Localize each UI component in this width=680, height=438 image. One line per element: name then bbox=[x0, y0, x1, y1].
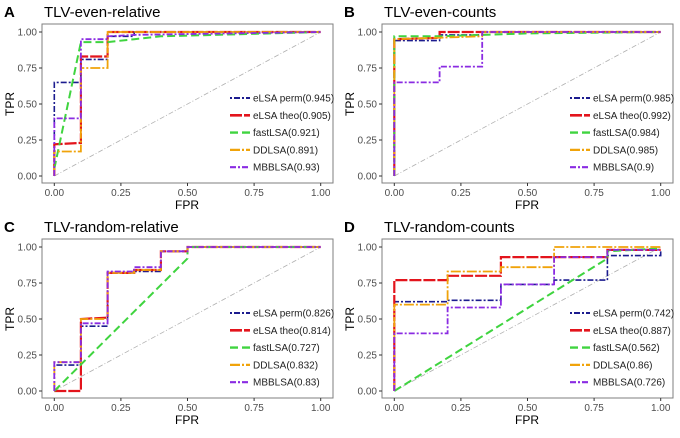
y-tick-label: 0.00 bbox=[18, 387, 38, 398]
legend-label: eLSA perm(0.945) bbox=[253, 94, 334, 105]
legend-label: eLSA theo(0.814) bbox=[253, 326, 331, 337]
x-tick-label: 0.25 bbox=[451, 403, 471, 414]
y-axis-title: TPR bbox=[3, 307, 17, 331]
panel-label: C bbox=[4, 219, 15, 236]
legend-label: DDLSA(0.832) bbox=[253, 360, 318, 371]
roc-curve-3 bbox=[393, 246, 661, 391]
x-axis-title: FPR bbox=[175, 413, 199, 427]
x-axis-title: FPR bbox=[175, 198, 199, 212]
legend-label: MBBLSA(0.83) bbox=[253, 378, 320, 389]
panel-title: TLV-random-relative bbox=[44, 219, 179, 236]
panel-title: TLV-even-counts bbox=[384, 4, 496, 21]
legend-label: DDLSA(0.985) bbox=[593, 145, 658, 156]
panel-title: TLV-even-relative bbox=[44, 4, 160, 21]
x-tick-label: 0.50 bbox=[518, 403, 538, 414]
roc-curve-2 bbox=[393, 31, 661, 176]
y-tick-label: 0.50 bbox=[358, 100, 378, 111]
panel-label: B bbox=[344, 4, 355, 21]
legend-label: fastLSA(0.562) bbox=[593, 343, 660, 354]
legend-label: MBBLSA(0.9) bbox=[593, 163, 654, 174]
x-tick-label: 1.00 bbox=[311, 403, 331, 414]
y-tick-label: 0.25 bbox=[358, 351, 378, 362]
legend-label: DDLSA(0.891) bbox=[253, 145, 318, 156]
x-tick-label: 0.50 bbox=[178, 188, 198, 199]
y-tick-label: 0.50 bbox=[358, 315, 378, 326]
legend-label: eLSA theo(0.887) bbox=[593, 326, 671, 337]
x-tick-label: 1.00 bbox=[311, 188, 331, 199]
legend-label: eLSA perm(0.985) bbox=[593, 94, 674, 105]
y-tick-label: 0.00 bbox=[358, 172, 378, 183]
panel-a: A TLV-even-relative 0.00 0.25 0.50 0.75 1.00 0.… bbox=[3, 4, 334, 212]
roc-curve-0 bbox=[393, 251, 662, 391]
x-axis-title: FPR bbox=[515, 198, 539, 212]
legend-label: DDLSA(0.86) bbox=[593, 360, 652, 371]
legend-label: eLSA theo(0.905) bbox=[253, 111, 331, 122]
y-tick-label: 0.75 bbox=[358, 279, 378, 290]
y-tick-label: 0.00 bbox=[18, 172, 38, 183]
panel-c: C TLV-random-relative 0.00 0.25 0.50 0.75 1.00… bbox=[3, 219, 334, 427]
roc-curve-4 bbox=[393, 31, 661, 176]
reference-diagonal bbox=[394, 246, 661, 392]
x-tick-label: 0.50 bbox=[178, 403, 198, 414]
roc-curve-4 bbox=[393, 249, 661, 391]
x-tick-label: 0.25 bbox=[451, 188, 471, 199]
roc-curve-4 bbox=[53, 31, 321, 176]
legend-label: eLSA theo(0.992) bbox=[593, 111, 671, 122]
reference-diagonal bbox=[54, 246, 321, 392]
reference-diagonal bbox=[54, 31, 321, 177]
legend-label: fastLSA(0.921) bbox=[253, 128, 320, 139]
y-tick-label: 0.75 bbox=[18, 64, 38, 75]
reference-diagonal bbox=[394, 31, 661, 177]
legend-label: eLSA perm(0.742) bbox=[593, 309, 674, 320]
y-axis-title: TPR bbox=[343, 307, 357, 331]
x-tick-label: 0.25 bbox=[111, 403, 131, 414]
x-tick-label: 0.00 bbox=[45, 403, 65, 414]
x-tick-label: 0.75 bbox=[244, 403, 264, 414]
x-tick-label: 1.00 bbox=[651, 188, 671, 199]
legend-label: MBBLSA(0.93) bbox=[253, 163, 320, 174]
y-tick-label: 0.00 bbox=[358, 387, 378, 398]
legend-label: eLSA perm(0.826) bbox=[253, 309, 334, 320]
y-tick-label: 0.25 bbox=[18, 351, 38, 362]
panel-label: D bbox=[344, 219, 355, 236]
y-tick-label: 0.25 bbox=[358, 136, 378, 147]
y-tick-label: 1.00 bbox=[358, 28, 378, 39]
y-tick-label: 1.00 bbox=[358, 243, 378, 254]
x-tick-label: 0.50 bbox=[518, 188, 538, 199]
panel-d: D TLV-random-counts 0.00 0.25 0.50 0.75 1.00 0.… bbox=[343, 219, 674, 427]
y-tick-label: 0.75 bbox=[18, 279, 38, 290]
y-tick-label: 0.50 bbox=[18, 100, 38, 111]
legend-label: fastLSA(0.984) bbox=[593, 128, 660, 139]
x-tick-label: 0.75 bbox=[584, 403, 604, 414]
y-axis-title: TPR bbox=[3, 92, 17, 116]
x-tick-label: 0.75 bbox=[244, 188, 264, 199]
panel-b: B TLV-even-counts 0.00 0.25 0.50 0.75 1.00 0.00… bbox=[343, 4, 674, 212]
x-tick-label: 0.00 bbox=[385, 403, 405, 414]
roc-curve-2 bbox=[53, 31, 321, 170]
y-tick-label: 1.00 bbox=[18, 243, 38, 254]
y-tick-label: 0.50 bbox=[18, 315, 38, 326]
x-tick-label: 0.75 bbox=[584, 188, 604, 199]
x-tick-label: 0.00 bbox=[385, 188, 405, 199]
x-tick-label: 1.00 bbox=[651, 403, 671, 414]
x-tick-label: 0.00 bbox=[45, 188, 65, 199]
panel-title: TLV-random-counts bbox=[384, 219, 515, 236]
y-axis-title: TPR bbox=[343, 92, 357, 116]
legend-label: MBBLSA(0.726) bbox=[593, 378, 665, 389]
roc-curve-4 bbox=[53, 246, 321, 391]
y-tick-label: 1.00 bbox=[18, 28, 38, 39]
panel-label: A bbox=[4, 4, 15, 21]
y-tick-label: 0.75 bbox=[358, 64, 378, 75]
y-tick-label: 0.25 bbox=[18, 136, 38, 147]
x-tick-label: 0.25 bbox=[111, 188, 131, 199]
x-axis-title: FPR bbox=[515, 413, 539, 427]
legend-label: fastLSA(0.727) bbox=[253, 343, 320, 354]
